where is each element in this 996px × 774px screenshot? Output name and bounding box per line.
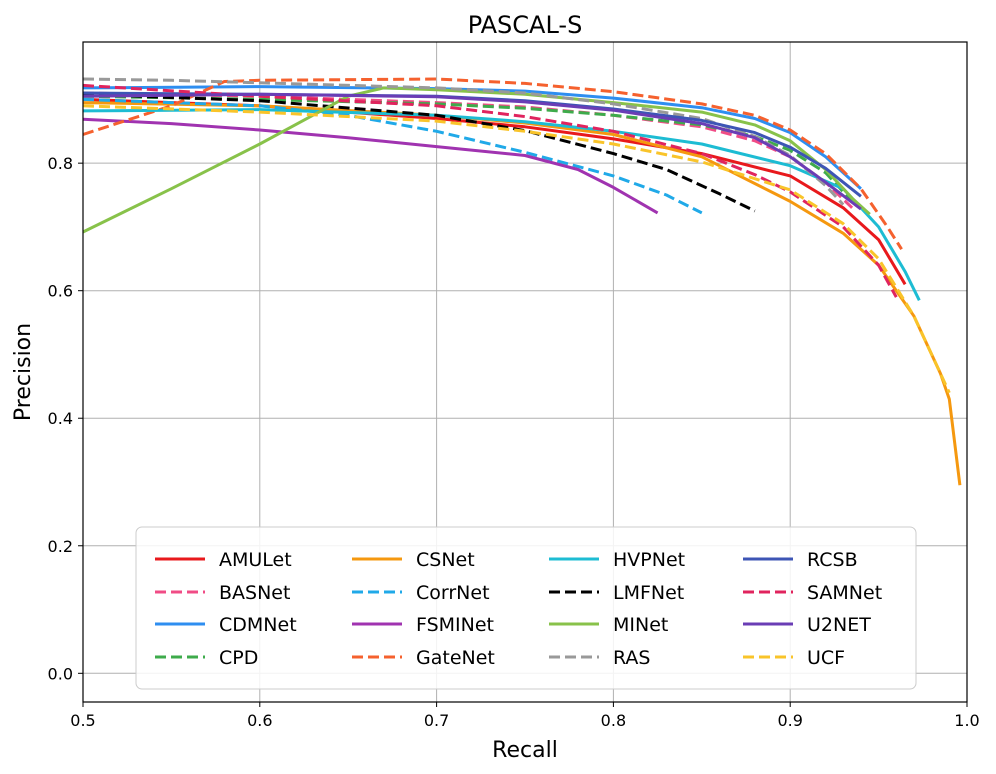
legend-label-basnet: BASNet	[219, 582, 290, 604]
legend-label-lmfnet: LMFNet	[613, 582, 684, 604]
axis-ticks: 0.5 0.6 0.7 0.8 0.9 1.0 0.0 0.2 0.4 0.6 0.8	[48, 154, 980, 730]
x-tick-label: 0.7	[424, 711, 449, 730]
legend-label-rcsb: RCSB	[807, 549, 858, 571]
legend-box	[135, 526, 917, 690]
legend-label-ucf: UCF	[807, 647, 845, 669]
legend-label-u2net: U2NET	[807, 614, 871, 636]
series-line-fsminet	[82, 117, 659, 215]
series-line-u2net	[82, 92, 862, 211]
y-tick-label: 0.4	[48, 409, 73, 428]
legend-label-hvpnet: HVPNet	[613, 549, 685, 571]
x-tick-label: 0.8	[601, 711, 626, 730]
x-tick-label: 1.0	[954, 711, 979, 730]
y-tick-label: 0.0	[48, 664, 73, 683]
x-axis-label: Recall	[492, 738, 558, 763]
series-line-hvpnet	[82, 108, 921, 301]
y-axis-label: Precision	[11, 323, 36, 421]
legend-label-cpd: CPD	[219, 647, 258, 669]
legend-label-corrnet: CorrNet	[416, 582, 490, 604]
y-tick-label: 0.2	[48, 537, 73, 556]
legend-label-fsminet: FSMINet	[416, 614, 494, 636]
legend-label-cdmnet: CDMNet	[219, 614, 297, 636]
y-tick-label: 0.8	[48, 154, 73, 173]
x-tick-label: 0.6	[247, 711, 272, 730]
series-line-lmfnet	[82, 92, 756, 213]
legend-label-ras: RAS	[613, 647, 651, 669]
legend-label-gatenet: GateNet	[416, 647, 495, 669]
legend: AMULet BASNet CDMNet CPD CSNet CorrNet FSMINet…	[135, 526, 917, 690]
series-line-gatenet	[82, 77, 903, 251]
series-line-corrnet	[82, 97, 703, 215]
chart-title: PASCAL-S	[468, 11, 583, 39]
series-line-ras	[82, 77, 845, 206]
y-tick-label: 0.6	[48, 282, 73, 301]
legend-label-minet: MINet	[613, 614, 668, 636]
x-tick-label: 0.9	[777, 711, 802, 730]
series-group	[82, 77, 962, 486]
legend-label-samnet: SAMNet	[807, 582, 882, 604]
legend-label-csnet: CSNet	[416, 549, 475, 571]
series-line-samnet	[82, 83, 898, 298]
series-line-ucf	[82, 104, 951, 394]
series-line-basnet	[82, 91, 854, 209]
plot-frame	[82, 41, 968, 703]
x-tick-label: 0.5	[70, 711, 95, 730]
legend-label-amulet: AMULet	[219, 549, 292, 571]
series-line-cdmnet	[82, 85, 862, 190]
